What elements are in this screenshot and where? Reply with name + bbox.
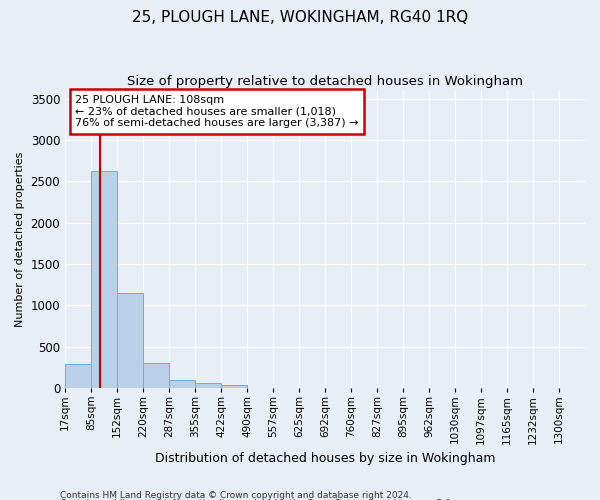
Text: 25 PLOUGH LANE: 108sqm
← 23% of detached houses are smaller (1,018)
76% of semi-: 25 PLOUGH LANE: 108sqm ← 23% of detached… [76,95,359,128]
Bar [91,170,117,388]
Y-axis label: Number of detached properties: Number of detached properties [15,152,25,327]
Text: 25, PLOUGH LANE, WOKINGHAM, RG40 1RQ: 25, PLOUGH LANE, WOKINGHAM, RG40 1RQ [132,10,468,25]
Bar [143,363,169,388]
Bar [65,364,91,388]
Bar [169,380,195,388]
X-axis label: Distribution of detached houses by size in Wokingham: Distribution of detached houses by size … [155,452,495,465]
Title: Size of property relative to detached houses in Wokingham: Size of property relative to detached ho… [127,75,523,88]
Bar [195,384,221,388]
Text: Contains HM Land Registry data © Crown copyright and database right 2024.: Contains HM Land Registry data © Crown c… [60,490,412,500]
Bar [117,292,143,388]
Bar [221,385,247,388]
